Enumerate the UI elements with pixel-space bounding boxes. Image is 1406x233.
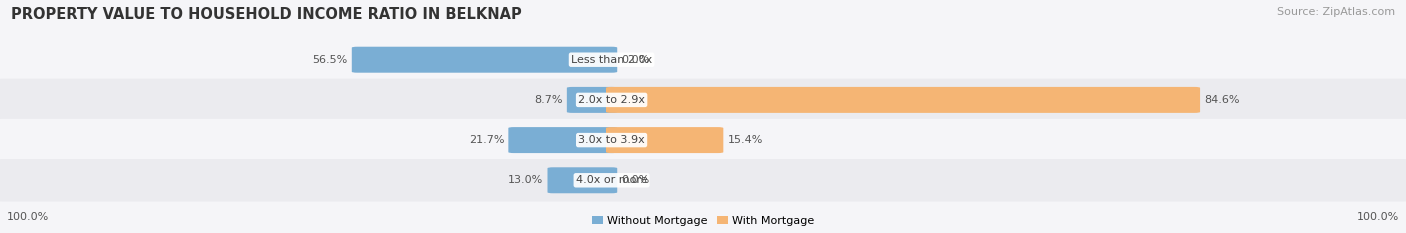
Text: 100.0%: 100.0% bbox=[7, 212, 49, 222]
Text: 4.0x or more: 4.0x or more bbox=[576, 175, 647, 185]
FancyBboxPatch shape bbox=[352, 47, 617, 73]
FancyBboxPatch shape bbox=[606, 87, 1201, 113]
FancyBboxPatch shape bbox=[0, 79, 1406, 121]
Text: 100.0%: 100.0% bbox=[1357, 212, 1399, 222]
Text: 15.4%: 15.4% bbox=[727, 135, 763, 145]
FancyBboxPatch shape bbox=[0, 159, 1406, 202]
Text: 84.6%: 84.6% bbox=[1205, 95, 1240, 105]
FancyBboxPatch shape bbox=[0, 38, 1406, 81]
Text: 21.7%: 21.7% bbox=[468, 135, 505, 145]
Text: Source: ZipAtlas.com: Source: ZipAtlas.com bbox=[1277, 7, 1395, 17]
FancyBboxPatch shape bbox=[509, 127, 617, 153]
Text: 8.7%: 8.7% bbox=[534, 95, 562, 105]
FancyBboxPatch shape bbox=[606, 127, 723, 153]
Text: 3.0x to 3.9x: 3.0x to 3.9x bbox=[578, 135, 645, 145]
Text: Less than 2.0x: Less than 2.0x bbox=[571, 55, 652, 65]
Legend: Without Mortgage, With Mortgage: Without Mortgage, With Mortgage bbox=[592, 216, 814, 226]
Text: 13.0%: 13.0% bbox=[508, 175, 543, 185]
Text: 0.0%: 0.0% bbox=[621, 175, 650, 185]
FancyBboxPatch shape bbox=[547, 167, 617, 193]
Text: 56.5%: 56.5% bbox=[312, 55, 347, 65]
Text: 0.0%: 0.0% bbox=[621, 55, 650, 65]
Text: PROPERTY VALUE TO HOUSEHOLD INCOME RATIO IN BELKNAP: PROPERTY VALUE TO HOUSEHOLD INCOME RATIO… bbox=[11, 7, 522, 22]
Text: 2.0x to 2.9x: 2.0x to 2.9x bbox=[578, 95, 645, 105]
FancyBboxPatch shape bbox=[567, 87, 617, 113]
FancyBboxPatch shape bbox=[0, 119, 1406, 161]
